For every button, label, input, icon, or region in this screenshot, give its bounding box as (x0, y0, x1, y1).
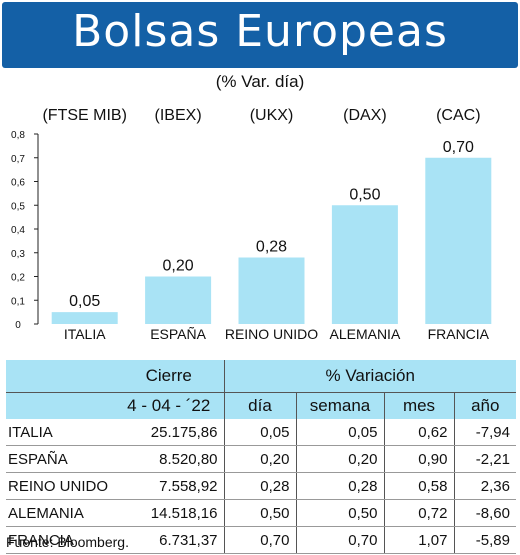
index-label: (IBEX) (155, 107, 202, 124)
row-dia: 0,05 (223, 419, 296, 446)
bar (425, 157, 492, 324)
y-tick-label: 0,7 (11, 154, 25, 165)
table-header-corner-2 (6, 392, 114, 419)
header-col-anio: año (453, 392, 516, 419)
row-semana: 0,05 (295, 419, 384, 446)
category-label: REINO UNIDO (225, 326, 318, 342)
row-cierre: 8.520,80 (114, 445, 224, 473)
row-dia: 0,70 (223, 526, 296, 554)
row-anio: -2,21 (453, 445, 516, 473)
y-tick-label: 0,8 (11, 130, 25, 141)
row-anio: -8,60 (453, 499, 516, 527)
table-header-row-2: 4 - 04 - ´22 día semana mes año (6, 392, 516, 419)
table-row: FRANCIA 6.731,37 0,70 0,70 1,07 -5,89 (6, 526, 516, 554)
header-col-mes: mes (383, 392, 454, 419)
bar (145, 276, 212, 324)
row-name: REINO UNIDO (6, 472, 114, 500)
row-name: FRANCIA (6, 526, 114, 554)
row-mes: 0,90 (383, 445, 454, 473)
bar-value-label: 0,28 (256, 239, 287, 256)
row-mes: 1,07 (383, 526, 454, 554)
table-row: REINO UNIDO 7.558,92 0,28 0,28 0,58 2,36 (6, 472, 516, 500)
page-title: Bolsas Europeas (72, 6, 448, 57)
category-label: ESPAÑA (150, 326, 206, 342)
row-cierre: 6.731,37 (114, 526, 224, 554)
header-col-dia: día (223, 392, 296, 419)
index-label: (FTSE MIB) (42, 107, 126, 124)
row-semana: 0,70 (295, 526, 384, 554)
row-name: ESPAÑA (6, 445, 114, 473)
header-col-semana: semana (295, 392, 384, 419)
row-cierre: 25.175,86 (114, 419, 224, 446)
row-mes: 0,72 (383, 499, 454, 527)
row-dia: 0,50 (223, 499, 296, 527)
row-mes: 0,62 (383, 419, 454, 446)
y-tick-label: 0 (15, 320, 21, 331)
row-name: ALEMANIA (6, 499, 114, 527)
quotes-table: Cierre % Variación 4 - 04 - ´22 día sema… (6, 360, 516, 554)
bar-value-label: 0,20 (163, 258, 194, 275)
bar-value-label: 0,70 (443, 139, 474, 156)
y-tick-label: 0,1 (11, 296, 25, 307)
category-label: ITALIA (64, 326, 106, 342)
header-cierre: Cierre (114, 360, 224, 393)
index-label: (CAC) (436, 107, 480, 124)
bar-value-label: 0,05 (69, 293, 100, 310)
table-header-corner (6, 360, 114, 393)
row-semana: 0,20 (295, 445, 384, 473)
header-variacion: % Variación (223, 360, 516, 393)
row-mes: 0,58 (383, 472, 454, 500)
bar (238, 257, 305, 324)
bar (51, 312, 118, 324)
index-label: (DAX) (343, 107, 387, 124)
row-dia: 0,20 (223, 445, 296, 473)
row-cierre: 7.558,92 (114, 472, 224, 500)
header-date: 4 - 04 - ´22 (114, 392, 224, 419)
source-note: Fuente: Bloomberg. (6, 534, 129, 550)
row-cierre: 14.518,16 (114, 499, 224, 527)
y-tick-label: 0,5 (11, 201, 25, 212)
category-label: FRANCIA (428, 326, 490, 342)
table-row: ITALIA 25.175,86 0,05 0,05 0,62 -7,94 (6, 419, 516, 446)
table-row: ESPAÑA 8.520,80 0,20 0,20 0,90 -2,21 (6, 445, 516, 473)
row-anio: 2,36 (453, 472, 516, 500)
table-row: ALEMANIA 14.518,16 0,50 0,50 0,72 -8,60 (6, 499, 516, 527)
row-anio: -5,89 (453, 526, 516, 554)
row-name: ITALIA (6, 419, 114, 446)
chart-subtitle: (% Var. día) (215, 72, 305, 91)
title-banner: Bolsas Europeas (2, 2, 518, 68)
row-semana: 0,50 (295, 499, 384, 527)
bar-chart: 0 0,1 0,2 0,3 0,4 0,5 0,6 0,7 0,8 0,05 (FTSE MIB) I… (11, 107, 492, 342)
row-anio: -7,94 (453, 419, 516, 446)
index-label: (UKX) (250, 107, 294, 124)
y-tick-label: 0,4 (11, 225, 25, 236)
bar-value-label: 0,50 (349, 186, 380, 203)
row-semana: 0,28 (295, 472, 384, 500)
table-header-row-1: Cierre % Variación (6, 360, 516, 393)
bar (331, 205, 398, 324)
y-tick-label: 0,2 (11, 273, 25, 284)
y-tick-label: 0,3 (11, 249, 25, 260)
row-dia: 0,28 (223, 472, 296, 500)
category-label: ALEMANIA (329, 326, 400, 342)
y-tick-label: 0,6 (11, 178, 25, 189)
